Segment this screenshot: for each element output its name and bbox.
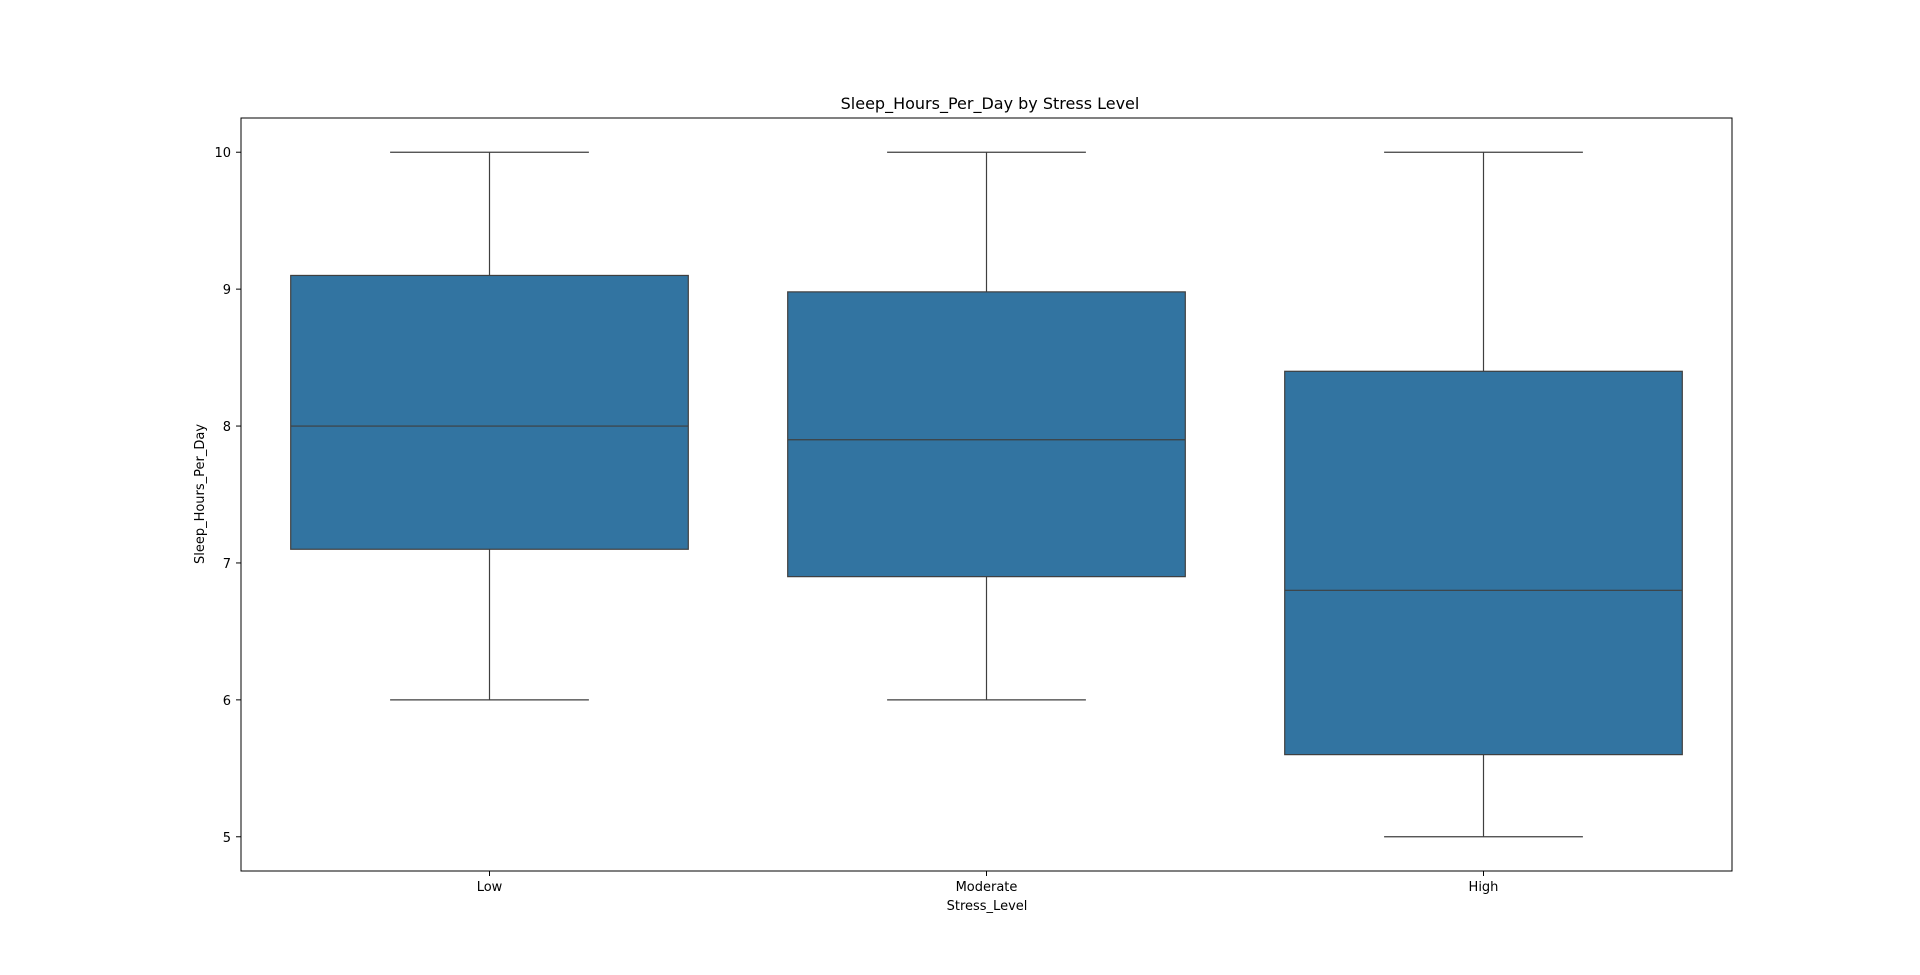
y-tick-label: 9: [223, 283, 231, 298]
y-tick-label: 10: [214, 146, 231, 161]
y-tick-label: 6: [223, 694, 231, 709]
y-tick-label: 8: [223, 420, 231, 435]
box-moderate: [787, 151, 1186, 701]
x-tick-label: Moderate: [956, 880, 1018, 895]
box-high: [1284, 151, 1683, 838]
boxes-layer: [290, 151, 1683, 838]
box-low: [290, 151, 689, 701]
y-tick-label: 7: [223, 557, 231, 572]
chart-title: Sleep_Hours_Per_Day by Stress Level: [841, 94, 1140, 114]
y-axis-label: Sleep_Hours_Per_Day: [193, 424, 208, 564]
iqr-box-high: [1284, 370, 1683, 756]
x-axis-label: Stress_Level: [947, 899, 1028, 914]
x-tick-label: High: [1469, 880, 1499, 895]
x-tick-label: Low: [477, 880, 503, 895]
x-axis: Low Moderate High: [477, 871, 1499, 895]
iqr-box-low: [290, 274, 689, 550]
y-axis: 5 6 7 8 9 10: [214, 146, 241, 846]
iqr-box-moderate: [787, 291, 1186, 578]
y-tick-label: 5: [223, 831, 231, 846]
